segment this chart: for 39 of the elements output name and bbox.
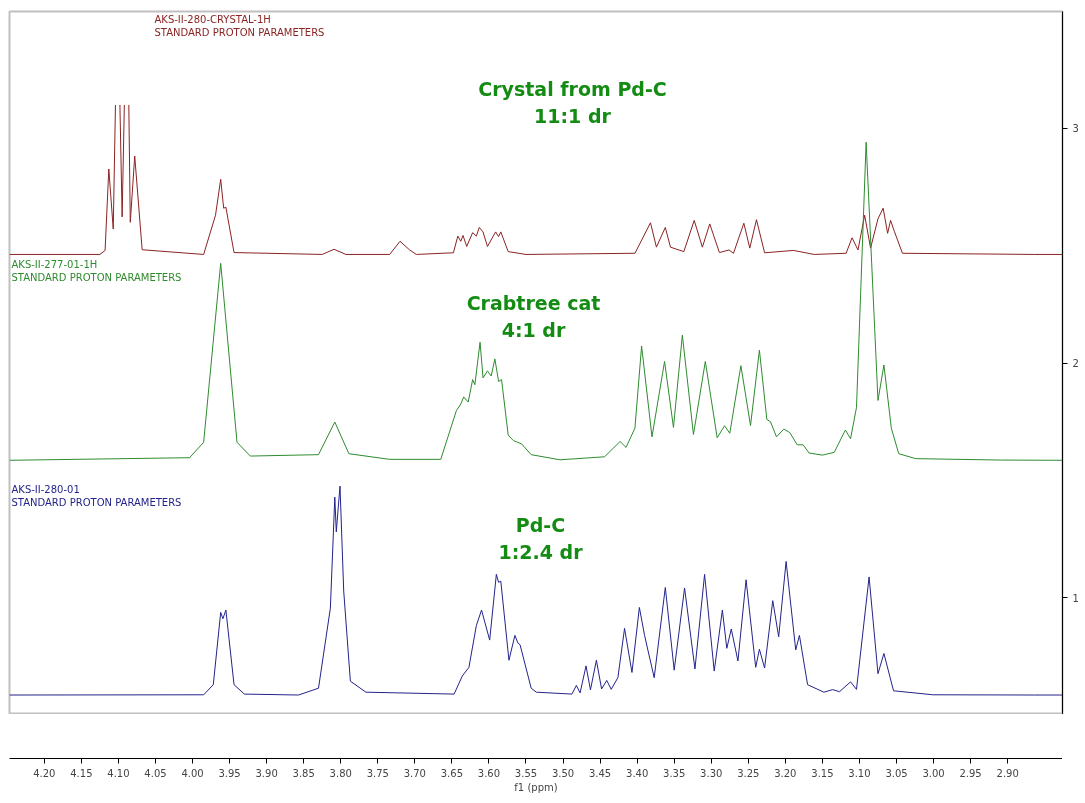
x-axis-title: f1 (ppm): [514, 781, 558, 793]
x-tick-label: 3.90: [255, 767, 278, 779]
text: AKS-II-280-CRYSTAL-1H STANDARD PROTON PARAMETERS: [154, 13, 325, 38]
x-tick-label: 3.55: [514, 767, 538, 779]
x-tick-label: 3.35: [663, 767, 686, 779]
x-tick-label: 3.85: [292, 767, 315, 779]
text: AKS-II-277-01-1H STANDARD PROTON PARAMETERS: [11, 258, 182, 283]
x-tick-label: 3.95: [218, 767, 241, 779]
x-tick-label: 3.15: [811, 767, 834, 779]
y-tick-label: 2: [1072, 358, 1079, 370]
line-series: [9, 141, 1063, 461]
x-tick-label: 4.20: [33, 767, 56, 779]
y-tick-label: 3: [1072, 123, 1079, 135]
annotation: Crystal from Pd-C 11:1 dr: [478, 77, 667, 127]
annotation: Crabtree cat 4:1 dr: [466, 291, 601, 341]
x-tick-label: 4.10: [107, 767, 130, 779]
y-tick-label: 1: [1072, 592, 1079, 604]
x-tick-label: 2.95: [959, 767, 982, 779]
x-tick-label: 3.00: [922, 767, 945, 779]
annotation: Pd-C 1:2.4 dr: [498, 513, 584, 563]
x-tick-label: 2.90: [996, 767, 1019, 779]
x-tick-label: 3.25: [737, 767, 760, 779]
x-tick-label: 3.20: [774, 767, 797, 779]
x-tick-label: 4.00: [181, 767, 204, 779]
x-tick-label: 4.15: [70, 767, 93, 779]
x-tick-label: 4.05: [144, 767, 167, 779]
x-tick-label: 3.65: [440, 767, 464, 779]
x-tick-label: 3.50: [551, 767, 575, 779]
x-tick-label: 3.80: [329, 767, 352, 779]
x-tick-label: 3.60: [477, 767, 501, 779]
x-tick-label: 3.70: [403, 767, 426, 779]
x-tick-label: 3.40: [626, 767, 649, 779]
x-tick-label: 3.75: [366, 767, 389, 779]
x-tick-label: 3.30: [700, 767, 723, 779]
x-tick-label: 3.45: [588, 767, 612, 779]
x-tick-label: 3.10: [848, 767, 871, 779]
text: AKS-II-280-01 STANDARD PROTON PARAMETERS: [11, 483, 182, 508]
line-series: [9, 485, 1063, 696]
x-tick-label: 3.05: [885, 767, 908, 779]
